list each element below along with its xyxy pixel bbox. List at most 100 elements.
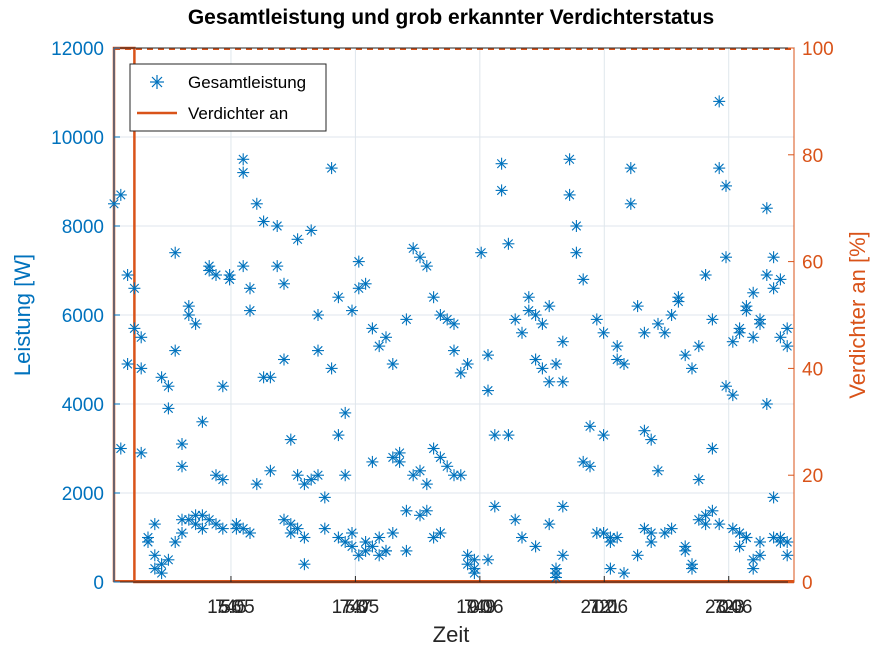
power-point — [502, 429, 515, 442]
power-point — [692, 340, 705, 353]
power-point — [257, 215, 270, 228]
power-point — [196, 522, 209, 535]
power-point — [400, 504, 413, 517]
power-point — [325, 162, 338, 175]
power-point — [271, 220, 284, 232]
grid — [114, 48, 794, 582]
power-point — [237, 153, 250, 166]
power-point — [414, 251, 426, 264]
power-point — [652, 317, 664, 330]
power-point — [733, 326, 746, 339]
power-point — [767, 491, 780, 504]
power-point — [699, 269, 712, 281]
y-tick-label: 12000 — [51, 39, 104, 60]
power-point — [278, 353, 290, 366]
power-point — [713, 518, 726, 531]
power-point — [563, 153, 576, 166]
power-point — [148, 518, 161, 531]
y-tick-label: 8000 — [62, 217, 104, 238]
power-point — [325, 362, 338, 375]
power-point — [774, 331, 787, 344]
power-point — [244, 304, 256, 317]
power-point — [631, 300, 644, 313]
power-point — [448, 469, 460, 482]
power-point — [713, 95, 726, 108]
power-point — [346, 304, 358, 317]
power-point — [278, 513, 290, 526]
power-point — [352, 549, 365, 562]
power-point — [645, 527, 658, 539]
power-point — [754, 317, 766, 330]
y-tick-label: 2000 — [62, 484, 104, 505]
legend: Gesamtleistung Verdichter an — [129, 63, 327, 132]
power-point — [271, 260, 284, 273]
power-point — [162, 402, 175, 415]
power-point — [352, 255, 365, 268]
power-point — [618, 567, 630, 580]
power-point — [448, 317, 460, 330]
power-point — [441, 460, 454, 473]
power-point — [543, 300, 556, 313]
power-point — [733, 527, 746, 539]
power-point — [495, 184, 508, 197]
plot-area — [108, 46, 795, 584]
power-point — [250, 197, 263, 210]
x-tick-label: 02 — [594, 597, 615, 618]
y-axis-right: 0 20 40 60 80 100 — [788, 39, 834, 594]
power-point — [482, 349, 494, 362]
power-point — [475, 246, 488, 259]
power-point — [509, 513, 522, 526]
power-point — [563, 188, 576, 201]
power-point — [400, 313, 413, 326]
power-point — [584, 420, 596, 433]
power-point — [448, 344, 460, 357]
power-point — [658, 326, 671, 339]
power-point — [182, 309, 195, 321]
power-point — [692, 473, 705, 486]
power-point — [611, 353, 624, 366]
power-point — [488, 429, 501, 442]
legend-box — [129, 63, 327, 132]
power-point — [441, 313, 454, 326]
power-point — [781, 340, 794, 353]
x-tick-label: 19.06 — [456, 597, 504, 618]
power-point — [584, 460, 596, 473]
power-point — [645, 536, 658, 548]
power-point — [400, 544, 413, 557]
power-point — [189, 518, 202, 531]
power-point — [754, 549, 766, 562]
power-point — [781, 549, 794, 562]
power-point — [237, 166, 250, 179]
y-tick-label: 6000 — [62, 306, 104, 327]
power-point — [257, 371, 270, 384]
power-point — [414, 509, 426, 522]
power-point — [502, 237, 515, 250]
power-point — [529, 540, 542, 553]
power-point — [196, 509, 209, 522]
power-point — [373, 531, 386, 544]
power-point — [291, 233, 304, 246]
power-point — [733, 540, 746, 553]
x-axis-label: Zeit — [433, 622, 470, 647]
power-point — [434, 527, 447, 539]
y2-tick-label: 80 — [802, 146, 823, 167]
power-point — [393, 455, 406, 468]
y2-tick-label: 100 — [802, 39, 834, 60]
y-axis-label: Leistung [W] — [10, 254, 35, 376]
power-point — [658, 527, 671, 539]
power-point — [373, 340, 386, 353]
legend-label-power: Gesamtleistung — [188, 73, 306, 92]
power-point — [278, 277, 290, 290]
x-tick-label: 21.06 — [581, 597, 629, 618]
power-point — [522, 304, 535, 317]
power-point — [114, 188, 127, 201]
power-point — [747, 553, 760, 566]
chart-title: Gesamtleistung und grob erkannter Verdic… — [188, 6, 714, 29]
power-point — [665, 522, 678, 535]
power-point — [699, 509, 712, 522]
power-point — [148, 549, 161, 562]
power-point — [128, 322, 141, 335]
x-tick-label: 17.05 — [332, 597, 380, 618]
x-tick-label: 04 — [718, 597, 740, 618]
